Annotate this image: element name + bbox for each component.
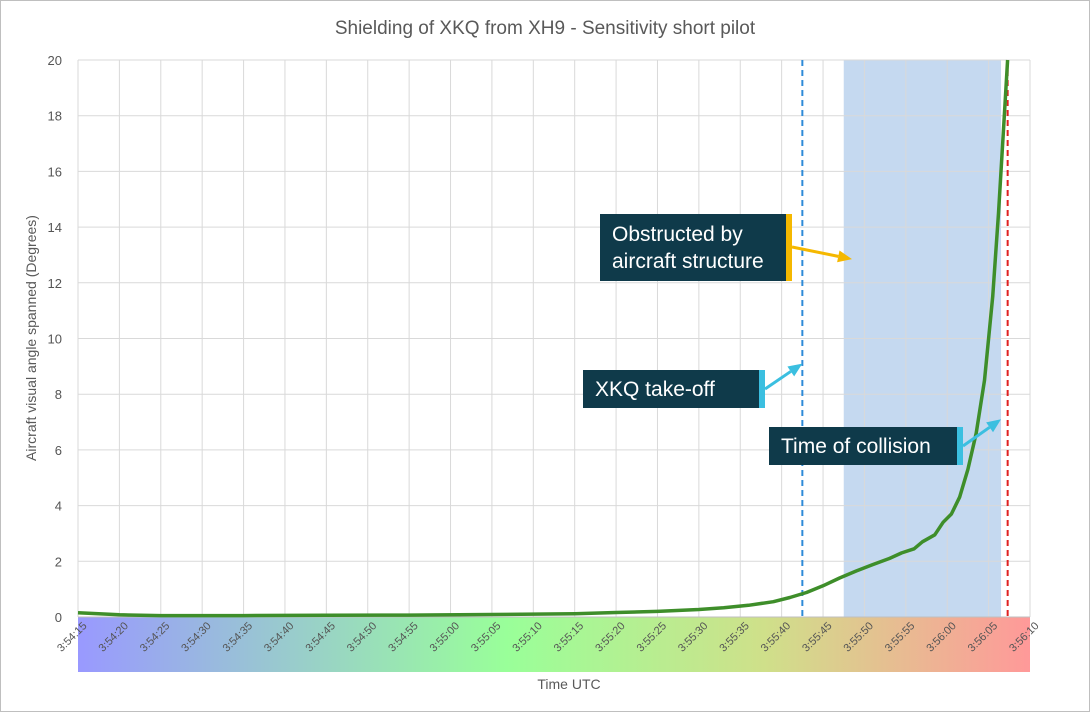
annotation-arrow [962,426,991,448]
y-tick-label: 4 [55,499,62,514]
annotation-obstructed: Obstructed by aircraft structure [600,214,792,281]
annotation-arrow [764,370,792,391]
y-tick-label: 14 [48,220,62,235]
x-axis-label: Time UTC [537,676,600,692]
y-tick-label: 20 [48,53,62,68]
series-line [77,59,1010,618]
annotation-arrowhead [986,419,1002,433]
y-tick-label: 16 [48,164,62,179]
annotation-arrowhead [787,363,803,377]
annotation-arrow [791,245,839,258]
y-tick-label: 6 [55,443,62,458]
y-tick-label: 12 [48,276,62,291]
annotation-arrowhead [837,250,853,263]
y-tick-label: 10 [48,332,62,347]
y-axis-label: Aircraft visual angle spanned (Degrees) [23,215,39,461]
y-tick-label: 18 [48,109,62,124]
y-tick-label: 2 [55,554,62,569]
y-tick-label: 8 [55,387,62,402]
x-axis-gradient-band [78,617,1030,672]
annotation-takeoff: XKQ take-off [583,370,765,408]
y-tick-label: 0 [55,610,62,625]
chart-title: Shielding of XKQ from XH9 - Sensitivity … [335,18,756,39]
annotation-collision: Time of collision [769,427,963,465]
